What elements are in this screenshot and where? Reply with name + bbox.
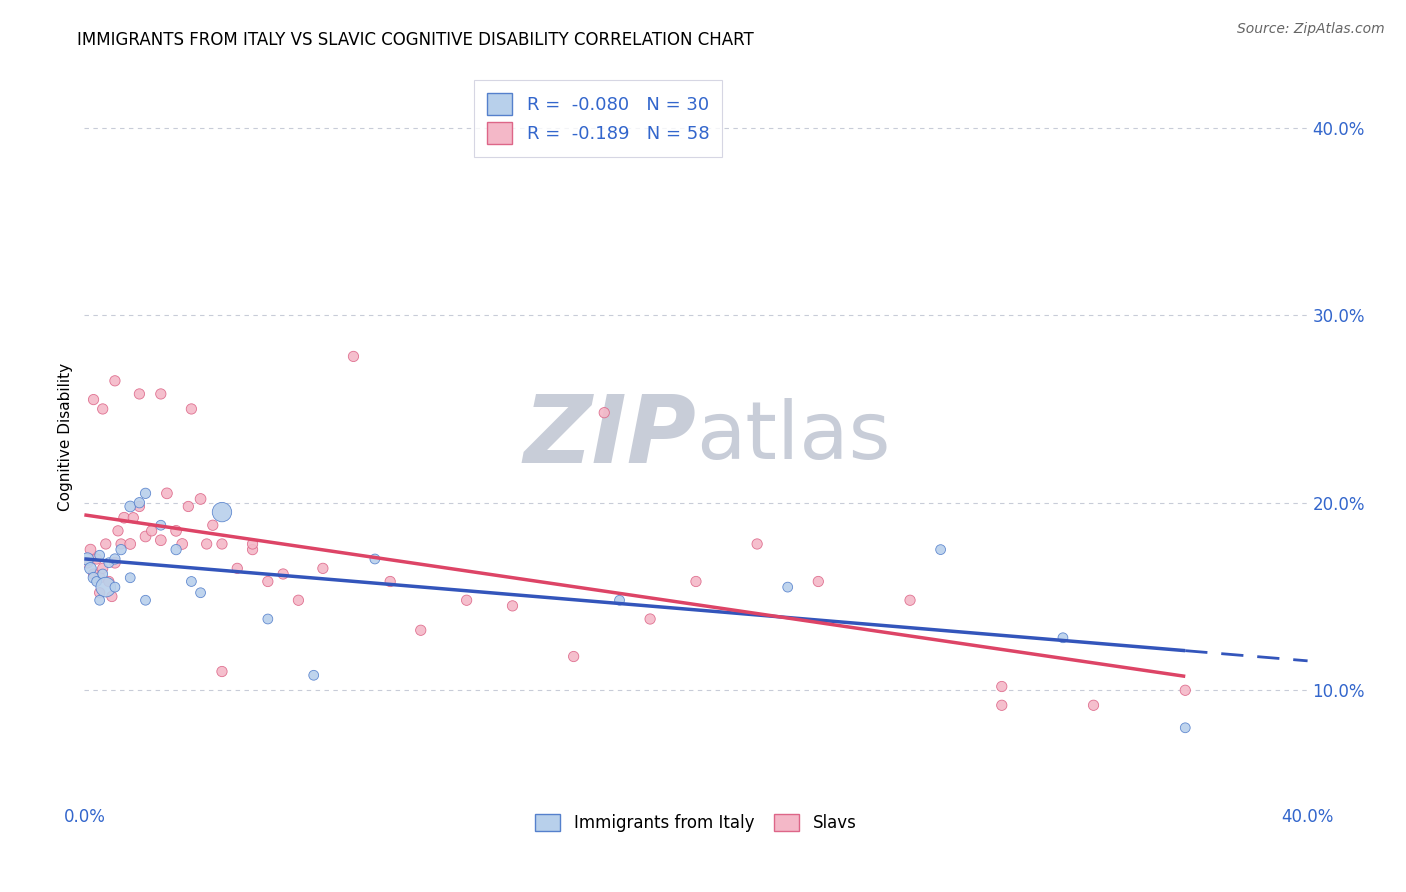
Point [1052,631,1074,645]
Point [929,542,952,557]
Point [120,571,142,585]
Point [593,406,616,420]
Point [257,574,280,589]
Point [122,510,145,524]
Point [1083,698,1105,713]
Point [149,518,172,533]
Point [165,524,187,538]
Text: Source: ZipAtlas.com: Source: ZipAtlas.com [1237,22,1385,37]
Point [776,580,799,594]
Point [104,556,127,570]
Point [364,552,387,566]
Point [120,500,142,514]
Point [110,542,132,557]
Point [97,556,120,570]
Point [94,580,117,594]
Point [104,580,127,594]
Text: ZIP: ZIP [523,391,696,483]
Point [141,524,163,538]
Point [211,505,233,519]
Point [156,486,179,500]
Point [128,387,150,401]
Point [190,491,212,506]
Point [685,574,707,589]
Text: IMMIGRANTS FROM ITALY VS SLAVIC COGNITIVE DISABILITY CORRELATION CHART: IMMIGRANTS FROM ITALY VS SLAVIC COGNITIV… [77,31,754,49]
Point [287,593,309,607]
Point [104,552,127,566]
Point [638,612,661,626]
Point [312,561,335,575]
Legend: Immigrants from Italy, Slavs: Immigrants from Italy, Slavs [529,807,863,838]
Point [807,574,830,589]
Point [112,510,135,524]
Point [211,537,233,551]
Point [195,537,218,551]
Point [79,542,101,557]
Point [101,590,124,604]
Point [226,561,249,575]
Point [1174,683,1197,698]
Point [135,529,157,543]
Point [242,537,264,551]
Point [271,566,294,581]
Point [128,500,150,514]
Point [165,542,187,557]
Point [89,586,111,600]
Point [502,599,524,613]
Point [89,548,111,562]
Point [135,486,157,500]
Point [190,586,212,600]
Point [149,533,172,548]
Point [91,561,114,575]
Point [76,552,98,566]
Point [91,401,114,416]
Point [107,524,129,538]
Point [135,593,157,607]
Point [110,537,132,551]
Point [342,350,364,364]
Point [83,571,105,585]
Text: atlas: atlas [696,398,890,476]
Point [83,392,105,407]
Point [177,500,200,514]
Point [128,496,150,510]
Point [747,537,769,551]
Point [456,593,478,607]
Point [86,574,108,589]
Point [898,593,921,607]
Point [79,561,101,575]
Point [609,593,631,607]
Point [89,571,111,585]
Point [76,556,98,570]
Point [89,593,111,607]
Point [1174,721,1197,735]
Point [83,566,105,581]
Point [180,574,202,589]
Point [409,624,432,638]
Point [94,537,117,551]
Point [211,665,233,679]
Point [242,542,264,557]
Point [991,698,1014,713]
Point [991,680,1014,694]
Y-axis label: Cognitive Disability: Cognitive Disability [58,363,73,511]
Point [104,374,127,388]
Point [120,537,142,551]
Point [97,574,120,589]
Point [201,518,224,533]
Point [149,387,172,401]
Point [257,612,280,626]
Point [86,552,108,566]
Point [380,574,402,589]
Point [91,566,114,581]
Point [180,401,202,416]
Point [172,537,194,551]
Point [562,649,585,664]
Point [302,668,325,682]
